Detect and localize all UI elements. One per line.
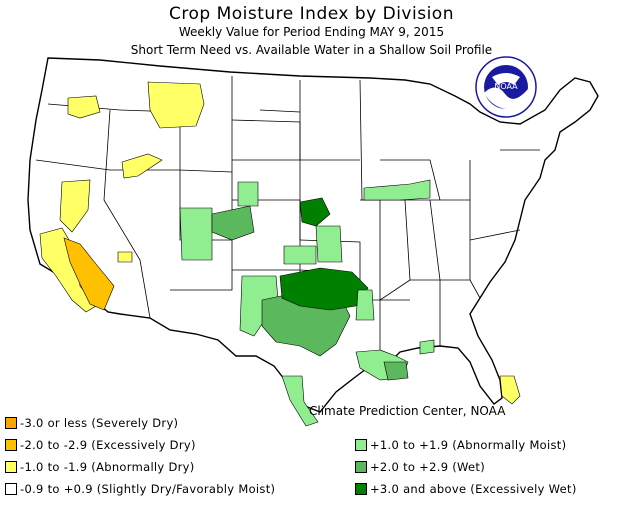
wet-regions	[179, 179, 435, 427]
region-abnormally-dry-wyoming	[121, 153, 163, 179]
legend-item: -1.0 to -1.9 (Abnormally Dry)	[5, 460, 195, 474]
legend-label: +3.0 and above (Excessively Wet)	[370, 482, 577, 496]
noaa-logo-text: NOAA	[494, 82, 518, 91]
legend-label: -1.0 to -1.9 (Abnormally Dry)	[20, 460, 195, 474]
legend-swatch	[355, 439, 367, 451]
region-abnormally-moist-kansas-west	[283, 245, 317, 265]
legend-item: -0.9 to +0.9 (Slightly Dry/Favorably Moi…	[5, 482, 275, 496]
legend-label: -0.9 to +0.9 (Slightly Dry/Favorably Moi…	[20, 482, 276, 496]
region-wet-louisiana	[383, 361, 409, 381]
region-excessively-wet-nebraska	[299, 197, 331, 227]
legend-item: +2.0 to +2.9 (Wet)	[355, 460, 485, 474]
legend-swatch	[5, 439, 17, 451]
region-abnormally-moist-wyoming	[237, 181, 259, 207]
legend-item: -2.0 to -2.9 (Excessively Dry)	[5, 438, 196, 452]
region-abnormally-moist-utah	[179, 207, 213, 261]
legend-item: +3.0 and above (Excessively Wet)	[355, 482, 577, 496]
region-excessively-wet-oklahoma	[279, 267, 369, 311]
legend-label: +1.0 to +1.9 (Abnormally Moist)	[370, 438, 567, 452]
region-abnormally-moist-texas-south	[281, 375, 319, 427]
legend-swatch	[355, 483, 367, 495]
region-wet-colorado	[211, 205, 255, 241]
legend-swatch	[5, 417, 17, 429]
region-abnormally-moist-arkansas	[355, 289, 375, 321]
map-subtitle-period: Weekly Value for Period Ending MAY 9, 20…	[178, 25, 445, 39]
region-abnormally-dry-washington	[67, 95, 101, 119]
region-abnormally-dry-montana	[147, 81, 205, 129]
region-abnormally-moist-mississippi	[419, 339, 435, 355]
legend-swatch	[5, 483, 17, 495]
legend-label: +2.0 to +2.9 (Wet)	[370, 460, 486, 474]
region-abnormally-moist-kansas	[315, 225, 343, 263]
region-abnormally-moist-iowa	[363, 179, 431, 201]
map-subtitle-description: Short Term Need vs. Available Water in a…	[130, 43, 493, 57]
legend-swatch	[5, 461, 17, 473]
map-title: Crop Moisture Index by Division	[169, 4, 454, 24]
legend-item: +1.0 to +1.9 (Abnormally Moist)	[355, 438, 566, 452]
credit-text: Climate Prediction Center, NOAA	[309, 404, 506, 418]
legend-item: -3.0 or less (Severely Dry)	[5, 416, 178, 430]
legend-label: -3.0 or less (Severely Dry)	[20, 416, 179, 430]
noaa-logo: NOAA	[475, 56, 537, 118]
region-abnormally-dry-nevada	[59, 179, 91, 233]
dry-regions	[39, 81, 521, 405]
region-abnormally-dry-arizona	[117, 251, 133, 263]
region-abnormally-dry-florida	[499, 375, 521, 405]
region-excessively-dry-california	[63, 237, 115, 311]
legend-swatch	[355, 461, 367, 473]
legend-label: -2.0 to -2.9 (Excessively Dry)	[20, 438, 196, 452]
